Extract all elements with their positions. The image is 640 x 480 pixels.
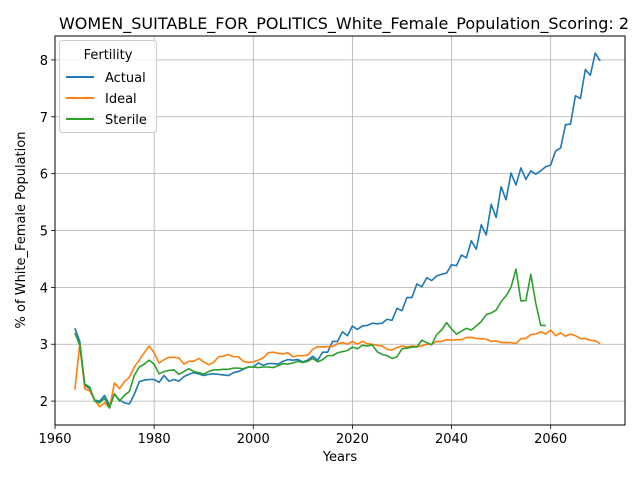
series-line-actual [74, 52, 601, 406]
x-tick-label: 1960 [38, 432, 71, 447]
legend-label-ideal: Ideal [105, 92, 137, 107]
series-lines [74, 52, 601, 409]
x-axis-title: Years [322, 450, 358, 465]
x-tick-label: 2020 [336, 432, 369, 447]
y-tick-label: 6 [40, 168, 48, 183]
ticks: 1960 1980 2000 2020 2040 2060 2 3 4 5 6 7 8 [38, 54, 567, 447]
y-tick-label: 5 [40, 225, 48, 240]
y-tick-label: 8 [40, 54, 48, 69]
x-tick-label: 2000 [237, 432, 270, 447]
y-tick-label: 4 [40, 281, 48, 296]
x-tick-label: 2040 [435, 432, 468, 447]
x-tick-label: 1980 [138, 432, 171, 447]
x-tick-label: 2060 [534, 432, 567, 447]
y-tick-label: 2 [40, 395, 48, 410]
legend-label-sterile: Sterile [105, 113, 147, 128]
legend-title: Fertility [84, 48, 133, 63]
chart-title: WOMEN_SUITABLE_FOR_POLITICS_White_Female… [59, 14, 629, 34]
y-tick-label: 3 [40, 338, 48, 353]
y-axis-title: % of White_Female Population [14, 132, 29, 329]
series-line-sterile [74, 268, 546, 409]
legend-box [59, 40, 157, 133]
y-tick-label: 7 [40, 111, 48, 126]
legend-label-actual: Actual [105, 71, 146, 86]
series-line-ideal [74, 329, 601, 409]
legend: Fertility Actual Ideal Sterile [59, 40, 157, 133]
